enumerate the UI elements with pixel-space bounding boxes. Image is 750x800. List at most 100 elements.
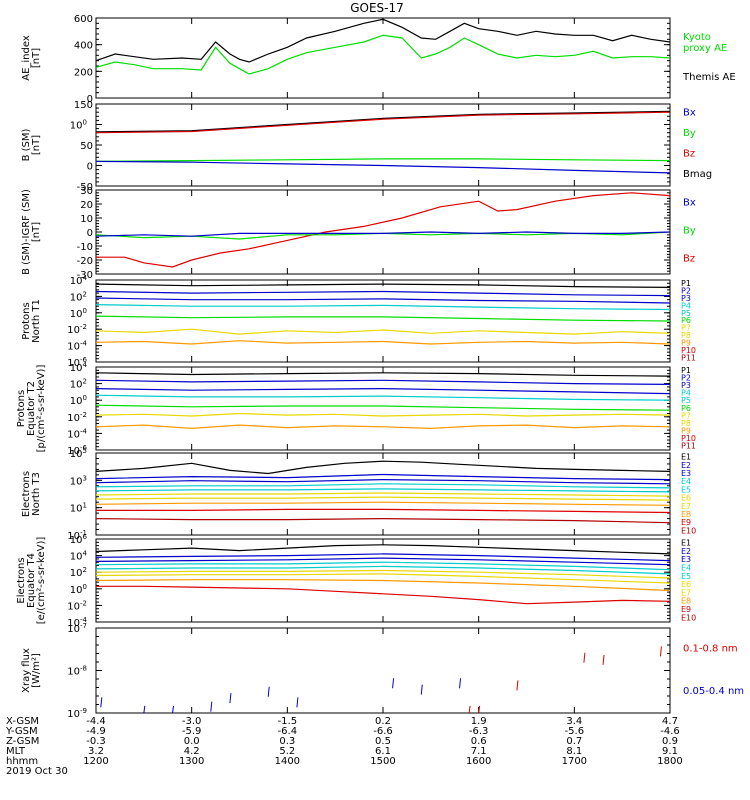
series-line-bigrf-bz (96, 192, 671, 268)
panel-frame-pe (95, 366, 671, 451)
legend-entry-pe: P1 (681, 366, 691, 375)
series-line-pn-p4 (95, 304, 671, 311)
ephemeris-value-x-gsm: 4.7 (662, 716, 678, 727)
series-line-pe-p7 (95, 412, 671, 417)
legend-entry-pe: P3 (681, 381, 691, 390)
legend-entry-pe: P8 (681, 419, 691, 428)
data-mark-xray-0-1-0-8-nm (516, 680, 519, 691)
series-line-pn-p7 (95, 328, 671, 335)
series-line-en-e8 (95, 501, 671, 506)
data-mark-xray-0-05-0-4-nm (420, 684, 423, 695)
ephemeris-value-y-gsm: -6.6 (373, 726, 393, 737)
ephemeris-value-hhmm: 1700 (562, 756, 587, 767)
ephemeris-row-label: Y-GSM (5, 726, 38, 737)
ephemeris-value-z-gsm: -0.3 (86, 736, 106, 747)
series-line-en-e10 (95, 517, 671, 524)
ephemeris-value-x-gsm: -4.4 (86, 716, 106, 727)
legend-entry-pn: P10 (681, 346, 696, 355)
data-mark-xray-0-1-0-8-nm (659, 646, 662, 657)
ephemeris-value-mlt: 4.2 (184, 746, 200, 757)
data-mark-xray-0-1-0-8-nm (478, 705, 481, 714)
y-tick-label-xray: 10-7 (67, 622, 87, 635)
y-tick-label-pn: 10-4 (67, 340, 87, 353)
legend-entry-xray: 0.1-0.8 nm (683, 643, 738, 654)
y-tick-label-pe: 10-2 (67, 411, 87, 424)
legend-entry-pn: P9 (681, 339, 691, 348)
legend-entry-pe: P2 (681, 374, 691, 383)
ephemeris-row-label: hhmm (6, 756, 38, 767)
series-line-ee-e4 (95, 561, 671, 571)
legend-entry-pn: P7 (681, 324, 691, 333)
y-tick-label-ee: 102 (70, 566, 87, 579)
legend-entry-ae: Kyoto (683, 32, 711, 43)
ephemeris-value-x-gsm: -1.5 (278, 716, 298, 727)
ephemeris-value-x-gsm: 0.2 (375, 716, 391, 727)
legend-entry-ee: E4 (681, 564, 691, 573)
series-line-pe-p4 (95, 394, 671, 401)
y-tick-label-bigrf: -20 (77, 256, 93, 267)
y-tick-label-pn: 104 (70, 274, 88, 287)
series-line-en-e5 (95, 488, 671, 493)
legend-entry-en: E3 (681, 469, 691, 478)
legend-entry-ee: E2 (681, 547, 691, 556)
legend-entry-pn: P5 (681, 309, 691, 318)
panel-frame-bsm (95, 103, 671, 187)
legend-entry-pe: P10 (681, 434, 696, 443)
y-tick-label-xray: 10-9 (67, 707, 87, 720)
legend-entry-ee: E1 (681, 539, 691, 548)
y-tick-label-ee: 104 (70, 550, 88, 563)
ephemeris-value-hhmm: 1600 (466, 756, 491, 767)
y-axis-label-en: North T3 (31, 472, 42, 516)
data-mark-xray-0-05-0-4-nm (172, 705, 175, 714)
ephemeris-value-hhmm: 1200 (83, 756, 108, 767)
series-line-pe-p3 (95, 387, 671, 395)
series-line-en-e4 (95, 483, 671, 489)
ephemeris-value-z-gsm: 0.3 (279, 736, 295, 747)
legend-entry-ee: E3 (681, 555, 691, 564)
ephemeris-value-z-gsm: 0.7 (566, 736, 582, 747)
y-axis-label-pn: North T1 (31, 299, 42, 343)
legend-entry-en: E5 (681, 485, 691, 494)
ephemeris-value-z-gsm: 0.5 (375, 736, 391, 747)
y-tick-label-bigrf: -10 (77, 242, 93, 253)
ephemeris-value-x-gsm: -3.0 (182, 716, 202, 727)
series-line-ee-e7 (95, 573, 671, 584)
ephemeris-value-y-gsm: -4.9 (86, 726, 106, 737)
legend-entry-bsm: Bz (683, 148, 695, 159)
y-tick-label-bsm: 50 (80, 141, 93, 152)
ephemeris-row-label: Z-GSM (6, 736, 39, 747)
ephemeris-row-label: X-GSM (6, 716, 39, 727)
ephemeris-value-mlt: 8.1 (566, 746, 582, 757)
legend-entry-bigrf: Bx (683, 197, 696, 208)
legend-entry-ae: proxy AE (683, 43, 727, 54)
series-line-en-e7 (95, 496, 671, 501)
legend-entry-pe: P7 (681, 411, 691, 420)
legend-entry-ee: E5 (681, 572, 691, 581)
y-axis-label-xray: [W/m²] (31, 653, 42, 688)
y-tick-label-ae: 600 (74, 14, 93, 25)
data-mark-xray-0-05-0-4-nm (296, 697, 299, 708)
legend-entry-bigrf: By (683, 225, 696, 236)
y-tick-label-en: 103 (70, 474, 87, 487)
legend-entry-en: E7 (681, 502, 691, 511)
legend-entry-pn: P1 (681, 279, 691, 288)
legend-entry-en: E10 (681, 526, 696, 535)
series-line-bsm-bmag (95, 110, 671, 133)
data-mark-xray-0-05-0-4-nm (210, 701, 213, 712)
ephemeris-value-mlt: 3.2 (88, 746, 104, 757)
data-mark-xray-0-1-0-8-nm (468, 705, 471, 714)
y-tick-label-bsm: 150 (74, 100, 93, 111)
date-label: 2019 Oct 30 (6, 766, 68, 777)
ephemeris-value-x-gsm: 3.4 (566, 716, 582, 727)
series-line-bsm-by (95, 158, 671, 162)
legend-entry-ee: E8 (681, 597, 691, 606)
series-line-ee-e1 (95, 544, 671, 555)
legend-entry-en: E2 (681, 461, 691, 470)
y-tick-label-ae: 400 (74, 41, 93, 52)
legend-entry-pe: P6 (681, 404, 691, 413)
y-tick-label-ee: 106 (70, 533, 88, 546)
series-line-ae-themis-ae (95, 18, 671, 63)
data-mark-xray-0-05-0-4-nm (229, 693, 232, 704)
y-axis-label-bsm: B (SM) (21, 128, 32, 161)
ephemeris-value-y-gsm: -5.6 (565, 726, 585, 737)
